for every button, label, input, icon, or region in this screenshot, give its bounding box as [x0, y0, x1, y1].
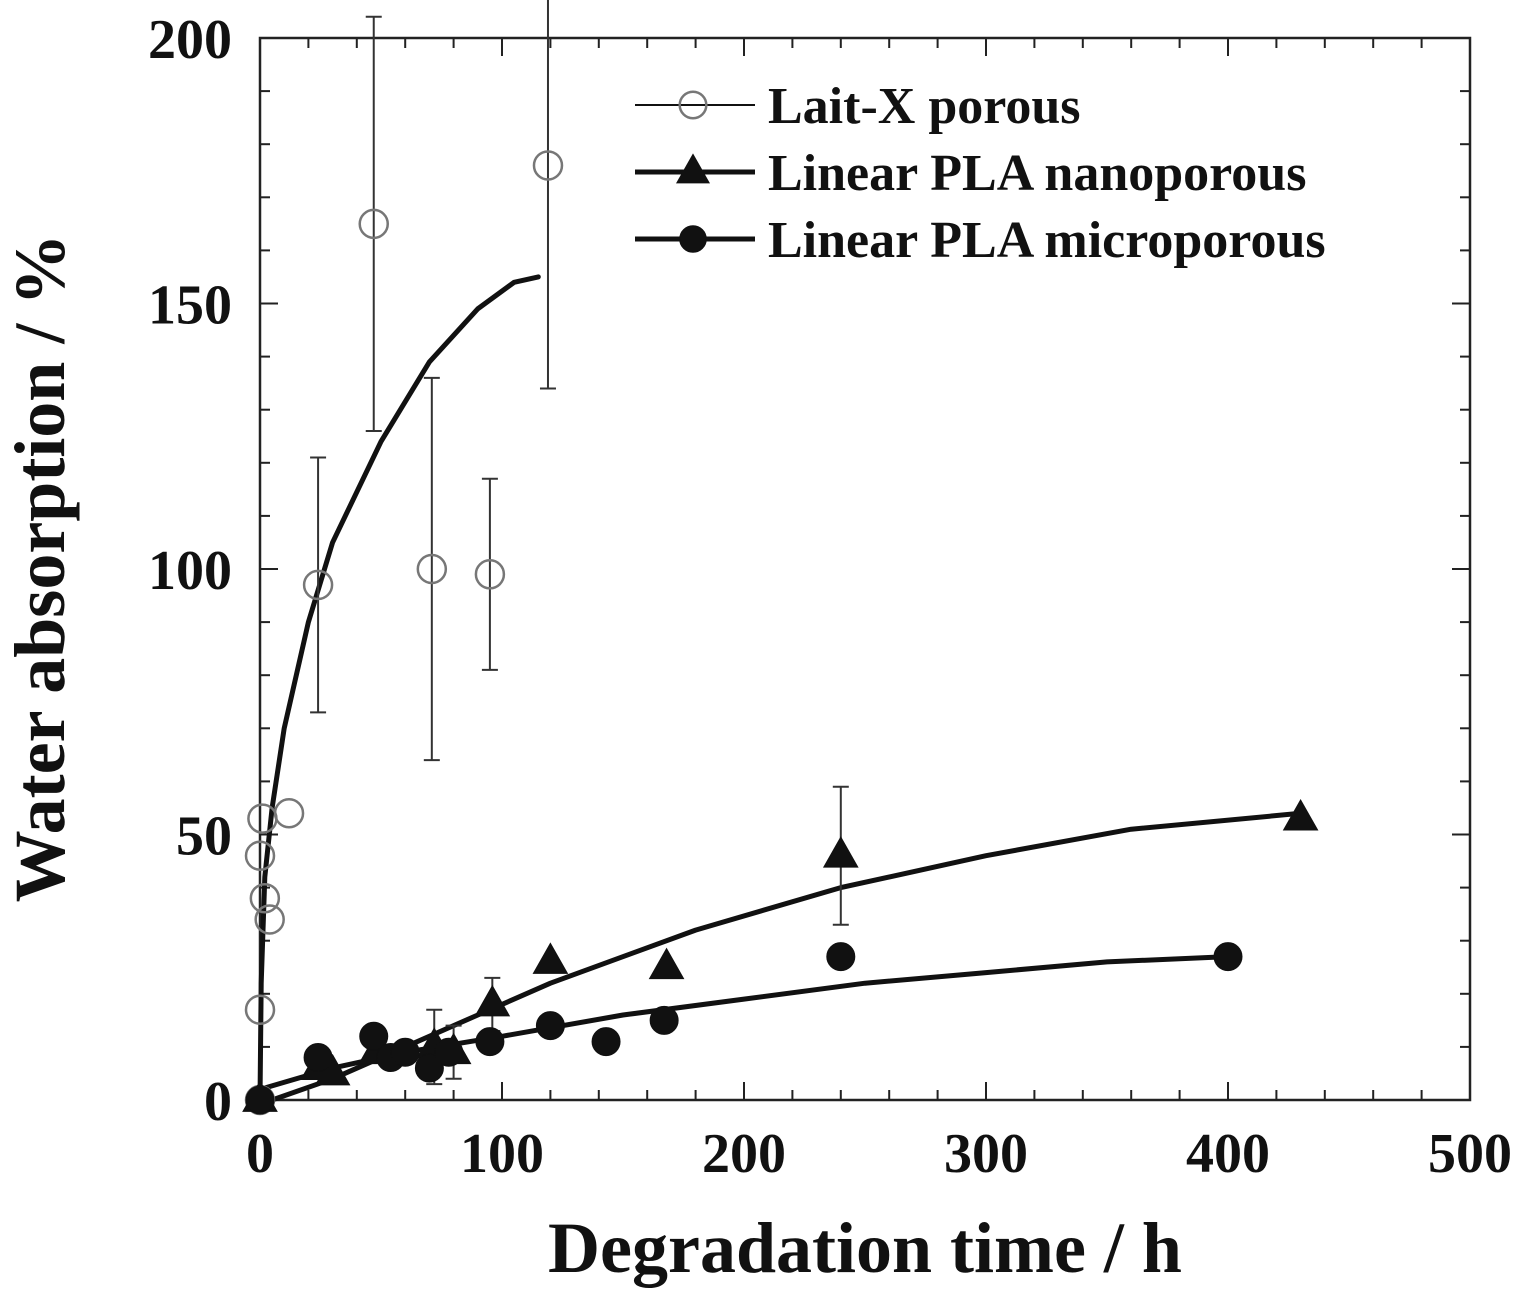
x-tick-label: 500 — [1428, 1123, 1512, 1185]
y-axis-title: Water absorption / % — [0, 234, 80, 903]
y-tick-label: 200 — [148, 9, 232, 71]
data-point-linear-pla-nanoporous — [532, 942, 569, 974]
legend-label: Lait-X porous — [768, 78, 1081, 135]
data-point-linear-pla-microporous — [535, 1011, 565, 1041]
data-point-linear-pla-microporous — [414, 1053, 444, 1083]
data-point-lait-x-porous — [244, 994, 276, 1025]
x-tick-label: 100 — [460, 1123, 544, 1185]
error-bar-lait-x-porous — [481, 477, 498, 671]
data-point-lait-x-porous — [302, 569, 334, 601]
y-tick-label: 0 — [204, 1071, 232, 1133]
fit-curve-linear-pla-microporous — [257, 954, 1231, 1092]
data-point-linear-pla-microporous — [649, 1005, 679, 1035]
legend-entry-linear-pla-microporous: Linear PLA microporous — [635, 212, 1326, 269]
data-point-linear-pla-microporous — [245, 1085, 275, 1115]
data-point-lait-x-porous — [532, 150, 564, 181]
x-axis-title: Degradation time / h — [548, 1208, 1182, 1288]
data-point-linear-pla-nanoporous — [474, 984, 511, 1017]
y-tick-label: 150 — [148, 275, 232, 337]
data-point-lait-x-porous — [254, 904, 285, 935]
error-bar-lait-x-porous — [539, 0, 556, 390]
legend-entry-lait-x-porous: Lait-X porous — [635, 78, 1081, 135]
data-point-lait-x-porous — [416, 553, 448, 585]
data-point-linear-pla-microporous — [359, 1021, 389, 1051]
y-tick-label: 50 — [176, 806, 232, 868]
error-bar-lait-x-porous — [310, 456, 327, 714]
data-point-lait-x-porous — [358, 208, 389, 240]
legend-marker — [678, 90, 708, 120]
data-point-linear-pla-microporous — [1213, 942, 1243, 972]
x-tick-label: 0 — [246, 1123, 274, 1185]
data-point-lait-x-porous — [249, 882, 281, 914]
data-point-linear-pla-microporous — [390, 1037, 420, 1067]
legend-entry-linear-pla-nanoporous: Linear PLA nanoporous — [635, 145, 1306, 202]
data-point-linear-pla-microporous — [303, 1043, 333, 1073]
legend-label: Linear PLA nanoporous — [768, 145, 1306, 202]
x-tick-label: 200 — [702, 1123, 786, 1185]
data-point-linear-pla-nanoporous — [648, 947, 685, 980]
data-point-lait-x-porous — [273, 798, 305, 829]
data-point-linear-pla-nanoporous — [1282, 798, 1319, 831]
data-point-linear-pla-nanoporous — [822, 836, 859, 868]
data-point-linear-pla-microporous — [475, 1027, 505, 1057]
data-point-linear-pla-microporous — [826, 942, 856, 972]
fit-curve-lait-x-porous — [257, 274, 541, 1103]
x-tick-label: 300 — [944, 1123, 1028, 1185]
legend-label: Linear PLA microporous — [768, 212, 1326, 269]
error-bar-lait-x-porous — [423, 376, 440, 762]
error-bar-lait-x-porous — [365, 15, 382, 432]
legend-marker — [679, 225, 707, 253]
data-point-lait-x-porous — [474, 559, 506, 590]
y-tick-label: 100 — [148, 540, 232, 602]
legend-marker — [675, 153, 711, 184]
data-point-linear-pla-microporous — [434, 1037, 464, 1067]
data-point-linear-pla-microporous — [591, 1027, 621, 1057]
x-tick-label: 400 — [1186, 1123, 1270, 1185]
data-point-lait-x-porous — [244, 840, 276, 871]
